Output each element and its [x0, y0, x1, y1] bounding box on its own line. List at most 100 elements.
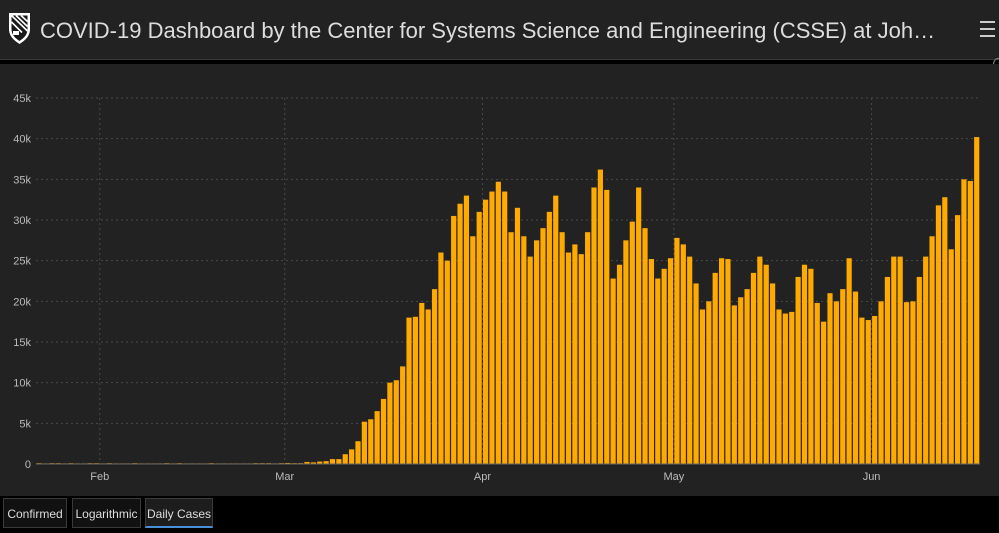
daily-cases-bar[interactable]	[431, 289, 438, 464]
tab-daily-cases[interactable]: Daily Cases	[145, 498, 213, 528]
daily-cases-bar[interactable]	[342, 454, 348, 464]
daily-cases-bar[interactable]	[954, 215, 961, 464]
daily-cases-bar[interactable]	[929, 236, 935, 464]
daily-cases-bar[interactable]	[738, 297, 744, 464]
daily-cases-bar[interactable]	[699, 309, 706, 464]
daily-cases-bar[interactable]	[597, 169, 603, 464]
daily-cases-bar[interactable]	[521, 236, 527, 464]
daily-cases-bar[interactable]	[393, 380, 399, 464]
daily-cases-bar[interactable]	[323, 461, 329, 464]
daily-cases-bar[interactable]	[527, 256, 533, 464]
daily-cases-bar[interactable]	[706, 301, 712, 464]
daily-cases-bar[interactable]	[374, 411, 380, 464]
daily-cases-bar[interactable]	[923, 256, 929, 464]
daily-cases-bar[interactable]	[565, 252, 572, 464]
daily-cases-bar[interactable]	[361, 421, 367, 464]
daily-cases-bar[interactable]	[757, 256, 763, 464]
tab-logarithmic[interactable]: Logarithmic	[72, 498, 141, 528]
daily-cases-bar[interactable]	[935, 205, 942, 465]
daily-cases-bar[interactable]	[897, 256, 903, 464]
daily-cases-bar[interactable]	[770, 283, 776, 464]
daily-cases-bar[interactable]	[380, 398, 387, 464]
daily-cases-bar[interactable]	[910, 301, 916, 464]
daily-cases-bar[interactable]	[540, 228, 546, 464]
daily-cases-bar[interactable]	[349, 449, 355, 464]
daily-cases-bar[interactable]	[489, 191, 495, 464]
daily-cases-bar[interactable]	[884, 276, 891, 464]
daily-cases-bar[interactable]	[948, 249, 954, 464]
daily-cases-bar[interactable]	[642, 228, 648, 464]
daily-cases-bar[interactable]	[808, 268, 814, 464]
daily-cases-bar[interactable]	[872, 315, 878, 464]
daily-cases-bar[interactable]	[718, 258, 725, 464]
daily-cases-bar[interactable]	[604, 189, 610, 464]
daily-cases-bar[interactable]	[795, 276, 801, 464]
tab-confirmed[interactable]: Confirmed	[3, 498, 67, 528]
daily-cases-bar[interactable]	[789, 311, 795, 464]
daily-cases-bar[interactable]	[648, 259, 655, 464]
daily-cases-bar[interactable]	[419, 302, 425, 464]
daily-cases-bar[interactable]	[470, 236, 476, 464]
daily-cases-bar[interactable]	[616, 264, 623, 464]
daily-cases-bar[interactable]	[731, 305, 737, 464]
daily-cases-bar[interactable]	[476, 211, 482, 464]
daily-cases-bar[interactable]	[355, 441, 361, 464]
daily-cases-bar[interactable]	[304, 461, 310, 464]
daily-cases-bar[interactable]	[655, 278, 661, 464]
daily-cases-bar[interactable]	[636, 187, 642, 464]
daily-cases-bar[interactable]	[725, 259, 731, 464]
daily-cases-bar[interactable]	[687, 256, 693, 464]
daily-cases-bar[interactable]	[623, 240, 629, 464]
daily-cases-bar[interactable]	[578, 254, 584, 464]
daily-cases-bar[interactable]	[502, 191, 508, 464]
daily-cases-bar[interactable]	[495, 181, 501, 465]
daily-cases-bar[interactable]	[329, 459, 336, 464]
daily-cases-bar[interactable]	[425, 309, 431, 464]
daily-cases-bar[interactable]	[514, 207, 521, 465]
daily-cases-bar[interactable]	[801, 264, 808, 464]
daily-cases-bar[interactable]	[865, 320, 871, 464]
daily-cases-bar[interactable]	[451, 215, 457, 464]
daily-cases-bar[interactable]	[585, 232, 591, 464]
daily-cases-bar[interactable]	[406, 317, 412, 464]
daily-cases-bar[interactable]	[750, 272, 757, 464]
daily-cases-bar[interactable]	[852, 291, 859, 464]
daily-cases-bar[interactable]	[680, 244, 686, 464]
daily-cases-bar[interactable]	[629, 221, 635, 464]
daily-cases-bar[interactable]	[387, 382, 393, 464]
daily-cases-bar[interactable]	[336, 459, 342, 464]
daily-cases-bar[interactable]	[674, 237, 680, 464]
daily-cases-bar[interactable]	[693, 283, 699, 464]
daily-cases-bar[interactable]	[878, 301, 884, 464]
daily-cases-bar[interactable]	[546, 211, 552, 464]
daily-cases-bar[interactable]	[840, 289, 846, 464]
hamburger-menu-icon[interactable]	[977, 17, 999, 41]
daily-cases-bar[interactable]	[821, 321, 827, 464]
daily-cases-bar[interactable]	[961, 179, 967, 464]
daily-cases-bar[interactable]	[508, 232, 514, 464]
daily-cases-bar[interactable]	[942, 197, 948, 464]
daily-cases-bar[interactable]	[559, 232, 565, 464]
daily-cases-bar[interactable]	[572, 244, 578, 464]
daily-cases-bar[interactable]	[400, 366, 406, 464]
daily-cases-bar[interactable]	[667, 258, 674, 464]
daily-cases-bar[interactable]	[903, 302, 910, 464]
daily-cases-bar[interactable]	[463, 195, 470, 464]
daily-cases-bar[interactable]	[916, 276, 922, 464]
daily-cases-bar[interactable]	[833, 301, 839, 464]
daily-cases-bar[interactable]	[744, 289, 750, 464]
daily-cases-bar[interactable]	[591, 187, 597, 464]
daily-cases-bar[interactable]	[776, 309, 782, 464]
daily-cases-bar[interactable]	[763, 264, 769, 464]
daily-cases-bar[interactable]	[444, 260, 450, 464]
daily-cases-bar[interactable]	[846, 258, 852, 464]
daily-cases-bar[interactable]	[859, 317, 865, 464]
daily-cases-bar[interactable]	[285, 462, 291, 464]
daily-cases-bar[interactable]	[412, 316, 419, 464]
daily-cases-bar[interactable]	[553, 195, 559, 464]
daily-cases-bar[interactable]	[438, 252, 444, 464]
daily-cases-bar[interactable]	[368, 419, 374, 464]
daily-cases-bar[interactable]	[482, 199, 489, 464]
daily-cases-bar[interactable]	[782, 313, 788, 464]
daily-cases-bar[interactable]	[814, 302, 820, 464]
